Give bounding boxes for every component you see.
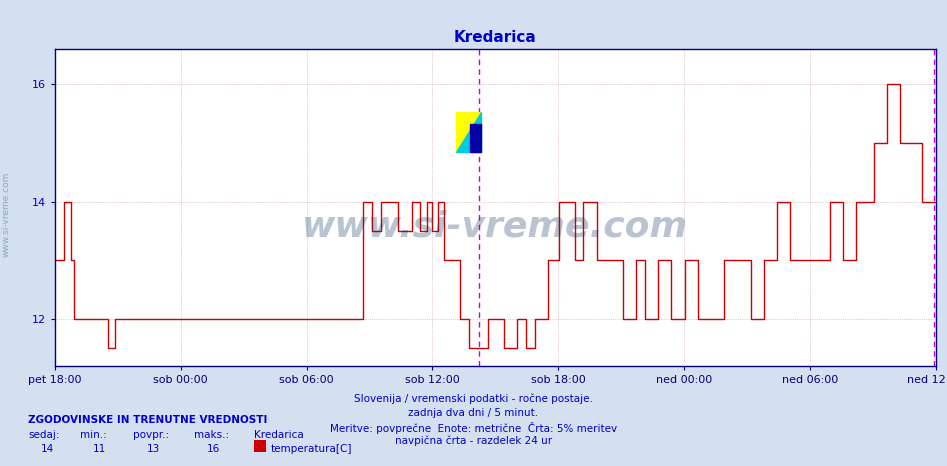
Text: navpična črta - razdelek 24 ur: navpična črta - razdelek 24 ur — [395, 436, 552, 446]
Text: 14: 14 — [41, 444, 54, 454]
Text: povpr.:: povpr.: — [133, 430, 169, 439]
Text: maks.:: maks.: — [194, 430, 229, 439]
Text: 11: 11 — [93, 444, 106, 454]
Text: Kredarica: Kredarica — [254, 430, 304, 439]
Polygon shape — [456, 112, 481, 152]
Text: 13: 13 — [147, 444, 160, 454]
Polygon shape — [470, 123, 481, 152]
Text: min.:: min.: — [80, 430, 107, 439]
Text: www.si-vreme.com: www.si-vreme.com — [1, 171, 10, 257]
Text: sedaj:: sedaj: — [28, 430, 60, 439]
Text: 16: 16 — [206, 444, 220, 454]
Title: Kredarica: Kredarica — [454, 30, 537, 45]
Text: www.si-vreme.com: www.si-vreme.com — [302, 209, 688, 243]
Polygon shape — [456, 112, 481, 152]
Text: zadnja dva dni / 5 minut.: zadnja dva dni / 5 minut. — [408, 408, 539, 418]
Text: Slovenija / vremenski podatki - ročne postaje.: Slovenija / vremenski podatki - ročne po… — [354, 394, 593, 404]
Text: Meritve: povprečne  Enote: metrične  Črta: 5% meritev: Meritve: povprečne Enote: metrične Črta:… — [330, 422, 617, 434]
Text: temperatura[C]: temperatura[C] — [271, 444, 352, 454]
Text: ZGODOVINSKE IN TRENUTNE VREDNOSTI: ZGODOVINSKE IN TRENUTNE VREDNOSTI — [28, 415, 268, 425]
